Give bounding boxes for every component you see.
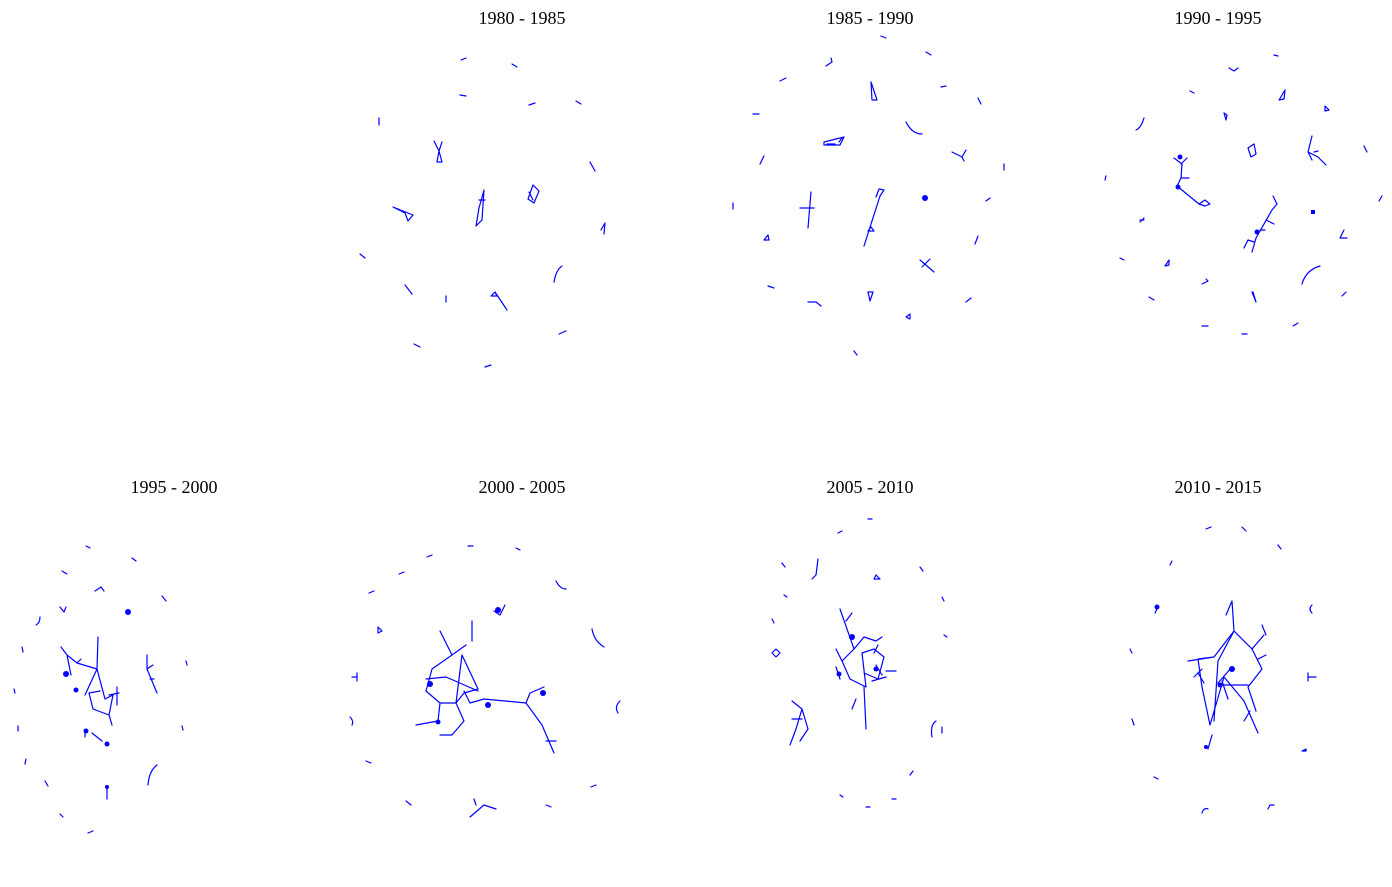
network-panel-2010-2015: 2010 - 2015 <box>1044 469 1392 887</box>
network-graph <box>771 518 948 808</box>
network-graph <box>349 545 621 818</box>
network-panel-1985-1990: 1985 - 1990 <box>696 0 1044 418</box>
network-graph <box>359 57 606 368</box>
network-panel-1990-1995: 1990 - 1995 <box>1044 0 1392 418</box>
network-panel-1980-1985: 1980 - 1985 <box>348 0 696 418</box>
network-graph <box>1104 54 1383 335</box>
panel-title: 2005 - 2010 <box>826 477 914 497</box>
network-panel-2000-2005: 2000 - 2005 <box>348 469 696 887</box>
network-panel-empty <box>0 0 348 418</box>
network-graph <box>0 0 348 418</box>
panel-title: 1985 - 1990 <box>826 8 914 28</box>
network-graph <box>732 35 1005 356</box>
panel-title: 2000 - 2005 <box>478 477 566 497</box>
network-panel-1995-2000: 1995 - 2000 <box>0 469 348 887</box>
panel-title: 2010 - 2015 <box>1174 477 1262 497</box>
panel-title: 1980 - 1985 <box>478 8 566 28</box>
network-graph <box>1129 526 1317 814</box>
network-graph <box>13 545 188 834</box>
network-panel-2005-2010: 2005 - 2010 <box>696 469 1044 887</box>
panel-title: 1990 - 1995 <box>1174 8 1262 28</box>
panel-title: 1995 - 2000 <box>130 477 218 497</box>
